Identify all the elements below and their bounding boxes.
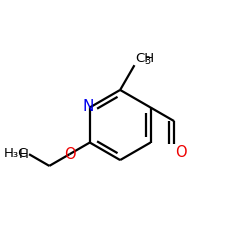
Text: CH: CH xyxy=(136,52,155,65)
Text: H: H xyxy=(18,148,28,161)
Text: 3: 3 xyxy=(144,56,150,66)
Text: O: O xyxy=(175,145,186,160)
Text: N: N xyxy=(82,99,94,114)
Text: H₃C: H₃C xyxy=(4,148,28,160)
Text: O: O xyxy=(64,147,75,162)
